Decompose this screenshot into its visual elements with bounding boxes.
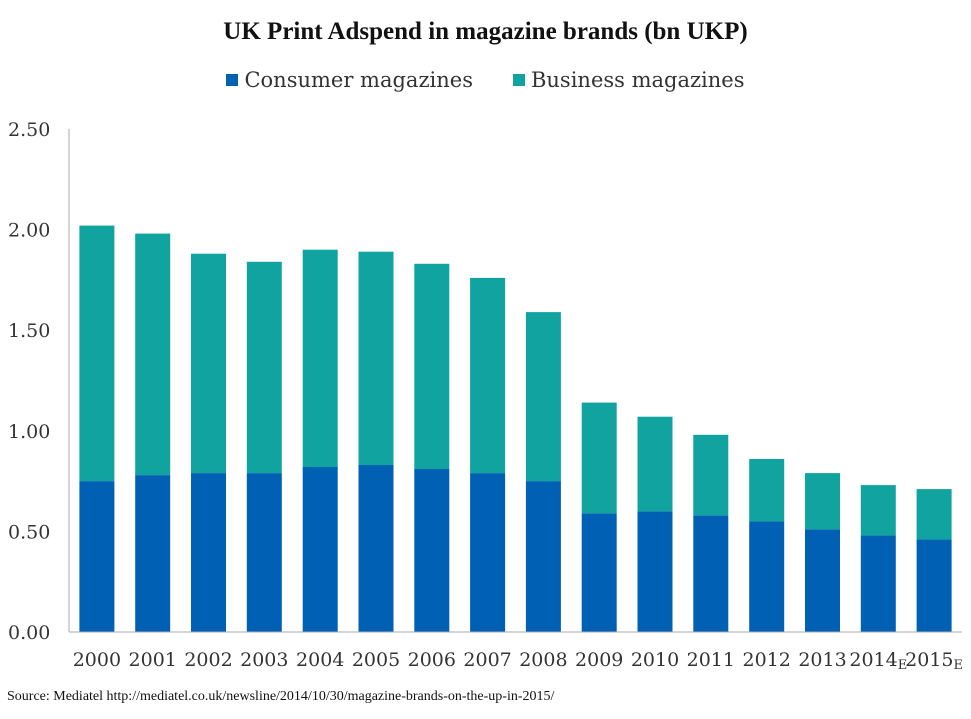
legend: Consumer magazines Business magazines bbox=[0, 68, 971, 92]
bar-consumer-2012 bbox=[749, 521, 785, 632]
bar-business-2006 bbox=[414, 263, 450, 469]
x-tick-label-2009: 2009 bbox=[575, 649, 623, 671]
y-tick-label-0: 0.00 bbox=[8, 622, 50, 644]
x-tick-label-2002: 2002 bbox=[184, 649, 232, 671]
x-tick-label-2015: 2015E bbox=[905, 649, 963, 673]
y-tick-label-3: 1.50 bbox=[8, 320, 50, 342]
x-tick-label-2006: 2006 bbox=[408, 649, 456, 671]
legend-swatch-business bbox=[512, 74, 525, 86]
bar-business-2014 bbox=[860, 485, 896, 536]
bar-business-2000 bbox=[79, 225, 115, 482]
x-tick-suffix-2014: E bbox=[898, 658, 908, 673]
bar-consumer-2006 bbox=[414, 469, 450, 632]
bar-business-2015 bbox=[916, 489, 952, 540]
bar-business-2002 bbox=[191, 253, 226, 473]
bar-business-2008 bbox=[525, 312, 561, 482]
x-tick-label-2011: 2011 bbox=[687, 649, 735, 671]
x-tick-label-2013: 2013 bbox=[798, 649, 846, 671]
bar-business-2004 bbox=[302, 249, 338, 467]
bar-consumer-2013 bbox=[805, 529, 840, 632]
x-tick-label-2014: 2014E bbox=[849, 649, 907, 673]
bar-consumer-2010 bbox=[637, 511, 673, 632]
bar-consumer-2015 bbox=[916, 539, 952, 632]
y-tick-label-2: 1.00 bbox=[8, 421, 50, 443]
bar-consumer-2005 bbox=[358, 465, 394, 632]
bar-business-2009 bbox=[581, 402, 617, 514]
x-tick-label-2010: 2010 bbox=[631, 649, 679, 671]
bar-business-2005 bbox=[358, 251, 394, 465]
legend-item-consumer: Consumer magazines bbox=[226, 68, 473, 92]
bar-business-2012 bbox=[749, 459, 785, 522]
x-axis-ticks: 2000 2001 2002 2003 2004 2005 2006 2007 2008 2009… bbox=[73, 649, 963, 673]
x-tick-label-2004: 2004 bbox=[296, 649, 344, 671]
x-tick-label-2005: 2005 bbox=[352, 649, 400, 671]
source-note: Source: Mediatel http://mediatel.co.uk/n… bbox=[7, 689, 555, 704]
bar-consumer-2004 bbox=[302, 467, 338, 632]
y-axis-ticks: 0.00 0.50 1.00 1.50 2.00 2.50 bbox=[8, 119, 50, 644]
x-tick-label-2003: 2003 bbox=[240, 649, 288, 671]
bar-business-2007 bbox=[470, 277, 506, 474]
bar-business-2001 bbox=[135, 233, 171, 475]
bar-consumer-2011 bbox=[693, 515, 729, 632]
x-tick-suffix-2015: E bbox=[954, 658, 964, 673]
bar-business-2010 bbox=[637, 416, 673, 512]
bar-consumer-2014 bbox=[860, 535, 896, 632]
x-tick-label-2008: 2008 bbox=[519, 649, 567, 671]
bars bbox=[79, 225, 952, 632]
bar-consumer-2007 bbox=[470, 473, 506, 632]
bar-business-2003 bbox=[246, 261, 282, 474]
x-tick-label-2001: 2001 bbox=[129, 649, 177, 671]
bar-business-2011 bbox=[693, 434, 729, 516]
x-tick-label-2007: 2007 bbox=[463, 649, 511, 671]
bar-consumer-2002 bbox=[191, 473, 226, 632]
x-tick-label-2012: 2012 bbox=[743, 649, 791, 671]
legend-label-business: Business magazines bbox=[530, 68, 745, 92]
legend-label-consumer: Consumer magazines bbox=[244, 68, 473, 92]
bar-business-2013 bbox=[805, 473, 840, 530]
bar-consumer-2008 bbox=[525, 481, 561, 632]
y-tick-label-5: 2.50 bbox=[8, 119, 50, 141]
chart-title: UK Print Adspend in magazine brands (bn … bbox=[223, 18, 748, 45]
bar-consumer-2003 bbox=[246, 473, 282, 632]
y-tick-label-1: 0.50 bbox=[8, 521, 50, 543]
bar-consumer-2009 bbox=[581, 513, 617, 632]
bar-consumer-2001 bbox=[135, 475, 171, 632]
legend-item-business: Business magazines bbox=[512, 68, 745, 92]
y-tick-label-4: 2.00 bbox=[8, 220, 50, 242]
x-tick-label-2000: 2000 bbox=[73, 649, 121, 671]
legend-swatch-consumer bbox=[226, 74, 239, 86]
bar-consumer-2000 bbox=[79, 481, 115, 632]
